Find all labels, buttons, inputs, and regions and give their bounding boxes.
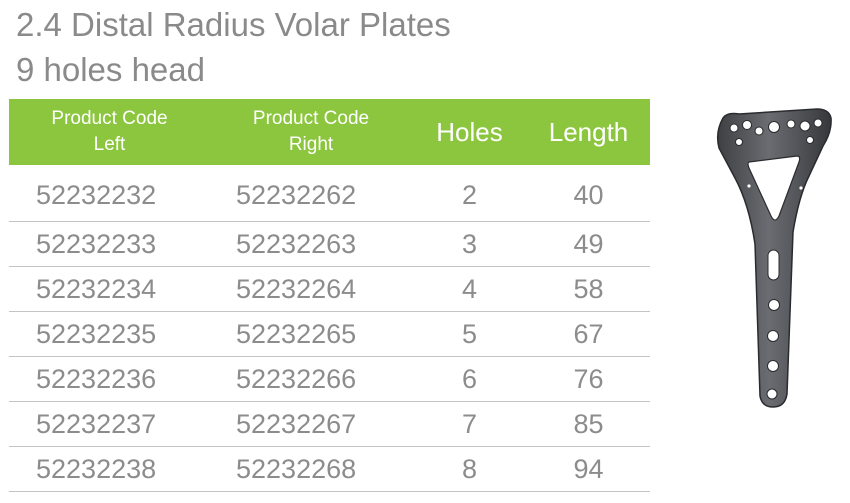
table-row: 52232236 52232266 6 76 (9, 356, 650, 402)
cell-holes: 2 (412, 165, 527, 222)
cell-length: 40 (527, 165, 650, 222)
title-line-2: 9 holes head (16, 51, 205, 88)
header-right-line1: Product Code (252, 108, 370, 129)
page-title: 2.4 Distal Radius Volar Plates 9 holes h… (16, 2, 451, 92)
header-right-line2: Right (288, 134, 334, 155)
cell-holes: 8 (412, 446, 527, 492)
small-holes (747, 184, 803, 190)
cell-length: 67 (527, 311, 650, 357)
head-holes (729, 118, 823, 146)
cell-holes: 6 (412, 356, 527, 402)
cell-holes: 3 (412, 221, 527, 267)
header-left-line2: Left (93, 134, 126, 155)
cell-length: 85 (527, 401, 650, 447)
table-row: 52232234 52232264 4 58 (9, 266, 650, 312)
cell-length: 58 (527, 266, 650, 312)
cell-code-right: 52232262 (210, 165, 412, 222)
plate-slot (767, 249, 780, 281)
plate-window (747, 155, 801, 221)
cell-length: 94 (527, 446, 650, 492)
header-product-code-left: Product Code Left (9, 99, 210, 165)
cell-code-left: 52232232 (9, 165, 210, 222)
cell-holes: 4 (412, 266, 527, 312)
cell-holes: 7 (412, 401, 527, 447)
cell-length: 76 (527, 356, 650, 402)
cell-code-left: 52232238 (9, 446, 210, 492)
header-holes: Holes (412, 99, 527, 165)
header-left-line1: Product Code (51, 108, 168, 129)
table-row: 52232232 52232262 2 40 (9, 165, 650, 222)
cell-code-right: 52232267 (210, 401, 412, 447)
cell-holes: 5 (412, 311, 527, 357)
table-header-row: Product Code Left Product Code Right Hol… (9, 99, 650, 165)
cell-code-right: 52232268 (210, 446, 412, 492)
table-row: 52232233 52232263 3 49 (9, 221, 650, 267)
cell-code-right: 52232263 (210, 221, 412, 267)
header-length: Length (527, 99, 650, 165)
table-row: 52232238 52232268 8 94 (9, 446, 650, 492)
cell-code-right: 52232265 (210, 311, 412, 357)
title-line-1: 2.4 Distal Radius Volar Plates (16, 6, 451, 43)
cell-length: 49 (527, 221, 650, 267)
cell-code-left: 52232234 (9, 266, 210, 312)
table-row: 52232237 52232267 7 85 (9, 401, 650, 447)
cell-code-left: 52232233 (9, 221, 210, 267)
cell-code-right: 52232264 (210, 266, 412, 312)
volar-plate-image (716, 108, 832, 408)
table-row: 52232235 52232265 5 67 (9, 311, 650, 357)
cell-code-right: 52232266 (210, 356, 412, 402)
product-table: Product Code Left Product Code Right Hol… (9, 99, 650, 492)
header-product-code-right: Product Code Right (210, 99, 412, 165)
cell-code-left: 52232235 (9, 311, 210, 357)
cell-code-left: 52232236 (9, 356, 210, 402)
cell-code-left: 52232237 (9, 401, 210, 447)
shaft-holes (766, 299, 780, 400)
